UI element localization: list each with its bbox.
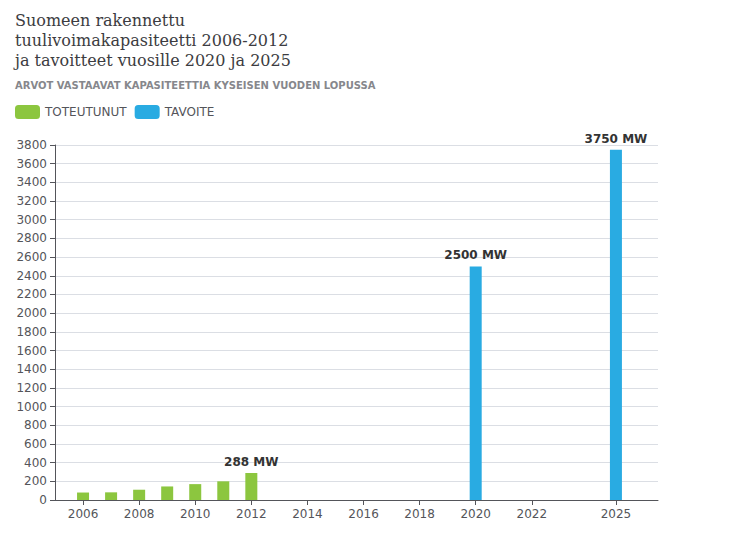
svg-text:0: 0 bbox=[39, 493, 47, 507]
svg-text:2022: 2022 bbox=[517, 507, 548, 521]
svg-text:Suomeen rakennettu: Suomeen rakennettu bbox=[15, 11, 185, 30]
svg-text:tuulivoimakapasiteetti 2006-20: tuulivoimakapasiteetti 2006-2012 bbox=[15, 31, 288, 50]
svg-text:3400: 3400 bbox=[16, 175, 47, 189]
svg-text:400: 400 bbox=[24, 456, 47, 470]
svg-text:3750 MW: 3750 MW bbox=[585, 132, 648, 146]
svg-text:1200: 1200 bbox=[16, 381, 47, 395]
svg-text:2200: 2200 bbox=[16, 287, 47, 301]
svg-text:2025: 2025 bbox=[601, 507, 632, 521]
svg-text:800: 800 bbox=[24, 418, 47, 432]
svg-text:1800: 1800 bbox=[16, 325, 47, 339]
svg-text:1600: 1600 bbox=[16, 344, 47, 358]
svg-text:2400: 2400 bbox=[16, 269, 47, 283]
svg-text:2800: 2800 bbox=[16, 231, 47, 245]
svg-text:1400: 1400 bbox=[16, 362, 47, 376]
svg-text:2000: 2000 bbox=[16, 306, 47, 320]
svg-text:3000: 3000 bbox=[16, 213, 47, 227]
svg-text:2010: 2010 bbox=[180, 507, 211, 521]
svg-text:1000: 1000 bbox=[16, 400, 47, 414]
svg-text:2018: 2018 bbox=[404, 507, 435, 521]
svg-text:2600: 2600 bbox=[16, 250, 47, 264]
svg-text:ARVOT VASTAAVAT KAPASITEETTIA: ARVOT VASTAAVAT KAPASITEETTIA KYSEISEN V… bbox=[15, 80, 376, 91]
svg-text:2020: 2020 bbox=[460, 507, 491, 521]
svg-text:TAVOITE: TAVOITE bbox=[164, 105, 215, 119]
svg-text:2500 MW: 2500 MW bbox=[444, 248, 507, 262]
svg-text:2016: 2016 bbox=[348, 507, 379, 521]
svg-text:TOTEUTUNUT: TOTEUTUNUT bbox=[44, 105, 127, 119]
svg-text:3600: 3600 bbox=[16, 157, 47, 171]
svg-text:2008: 2008 bbox=[124, 507, 155, 521]
svg-text:ja tavoitteet vuosille 2020 ja: ja tavoitteet vuosille 2020 ja 2025 bbox=[13, 51, 291, 70]
svg-text:2006: 2006 bbox=[68, 507, 99, 521]
svg-text:288 MW: 288 MW bbox=[224, 455, 278, 469]
svg-text:2012: 2012 bbox=[236, 507, 267, 521]
svg-text:3200: 3200 bbox=[16, 194, 47, 208]
svg-text:200: 200 bbox=[24, 474, 47, 488]
svg-text:3800: 3800 bbox=[16, 138, 47, 152]
svg-text:2014: 2014 bbox=[292, 507, 323, 521]
svg-text:600: 600 bbox=[24, 437, 47, 451]
